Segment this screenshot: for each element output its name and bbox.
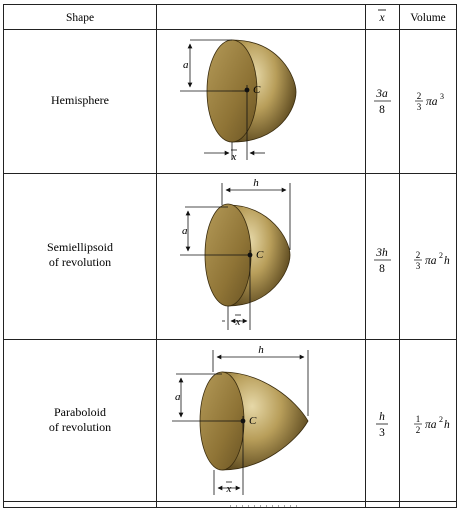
svg-text:2: 2 [417,91,422,101]
dim-h-label: h [253,177,259,189]
svg-text:3: 3 [379,427,385,439]
svg-text:πa: πa [426,96,438,108]
shape-name: Hemisphere [51,93,109,107]
dim-xbar-label: x [235,316,241,328]
svg-text:πa: πa [425,255,437,267]
svg-text:πa: πa [425,419,437,431]
svg-text:3: 3 [417,102,422,112]
header-xbar: x [378,9,386,24]
svg-text:2: 2 [439,415,443,424]
svg-text:3a: 3a [375,88,388,100]
svg-text:2: 2 [416,425,421,435]
dim-h-label: h [258,344,264,356]
svg-text:3h: 3h [375,247,388,259]
semiellipsoid-figure: C h a x [180,177,291,330]
volume-value: 2 3 πa 3 [415,91,444,112]
svg-text:8: 8 [379,104,385,116]
dim-xbar-label: x [231,151,237,163]
svg-text:x: x [378,12,385,24]
svg-text:2: 2 [416,250,421,260]
shape-name-line1: Paraboloid [54,405,106,419]
centroid-label: C [249,415,257,427]
shape-name-line1: Semiellipsoid [47,240,113,254]
svg-text:h: h [444,419,450,431]
row-hemisphere: Hemisphere C a x 3a 8 2 3 [51,39,444,163]
row-paraboloid: Paraboloid of revolution C h a x h 3 [49,344,450,495]
dim-a-label: a [182,225,188,237]
xbar-value: h 3 [376,411,388,439]
centroid-label: C [256,249,264,261]
header-volume: Volume [410,12,446,24]
table-grid [3,4,457,508]
volume-value: 1 2 πa 2 h [414,414,450,435]
svg-text:8: 8 [379,263,385,275]
dim-a-label: a [183,59,189,71]
svg-text:1: 1 [416,414,421,424]
header-shape: Shape [66,12,94,24]
svg-text:h: h [379,411,385,423]
dim-xbar-label: x [226,483,232,495]
shape-name-line2: of revolution [49,420,111,434]
svg-text:3: 3 [440,92,444,101]
svg-text:3: 3 [416,261,421,271]
paraboloid-figure: C h a x [172,344,309,495]
xbar-value: 3a 8 [374,88,391,116]
centroid-label: C [253,84,261,96]
dim-a-label: a [175,391,181,403]
row-semiellipsoid: Semiellipsoid of revolution C h a x 3h [47,177,450,330]
hemisphere-figure: C a x [180,39,297,163]
volume-value: 2 3 πa 2 h [414,250,450,271]
shape-name-line2: of revolution [49,255,111,269]
svg-text:2: 2 [439,251,443,260]
xbar-value: 3h 8 [374,247,391,275]
svg-text:h: h [444,255,450,267]
